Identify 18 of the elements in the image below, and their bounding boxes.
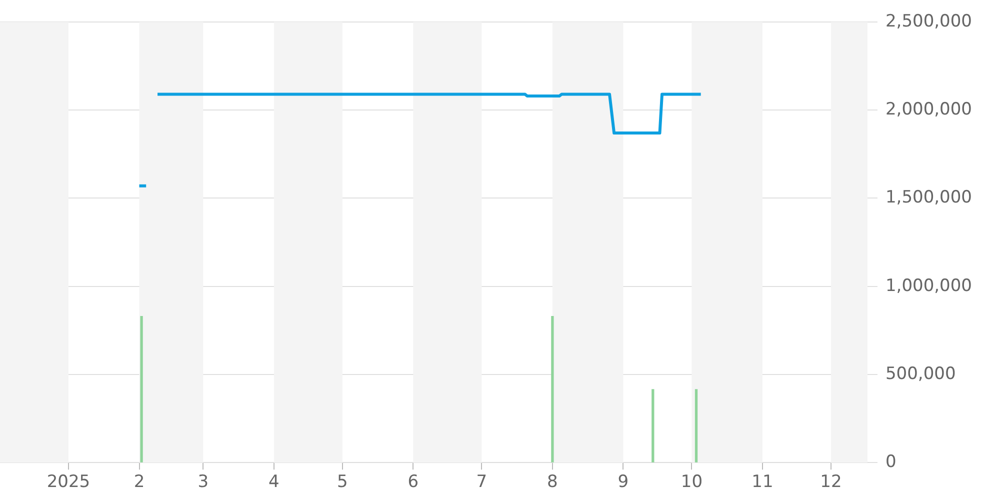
x-tick-label: 8 [547, 472, 558, 492]
x-tick-label: 3 [198, 472, 209, 492]
x-tick-label: 6 [408, 472, 419, 492]
x-tick-label: 5 [337, 472, 348, 492]
x-tick-label: 2 [134, 472, 145, 492]
x-tick-label: 12 [820, 472, 842, 492]
x-tick-label: 2025 [46, 472, 90, 492]
y-tick-label: 0 [885, 452, 896, 472]
x-tick-label: 7 [476, 472, 488, 492]
x-tick-label: 4 [268, 472, 280, 492]
x-tick-label: 10 [680, 472, 703, 492]
y-tick-label: 1,500,000 [885, 188, 972, 208]
y-tick-label: 1,000,000 [885, 276, 972, 296]
y-tick-label: 500,000 [885, 364, 956, 384]
y-tick-label: 2,000,000 [885, 100, 972, 120]
y-tick-label: 2,500,000 [885, 11, 972, 32]
x-tick-label: 11 [752, 472, 774, 492]
x-tick-label: 9 [618, 472, 629, 492]
